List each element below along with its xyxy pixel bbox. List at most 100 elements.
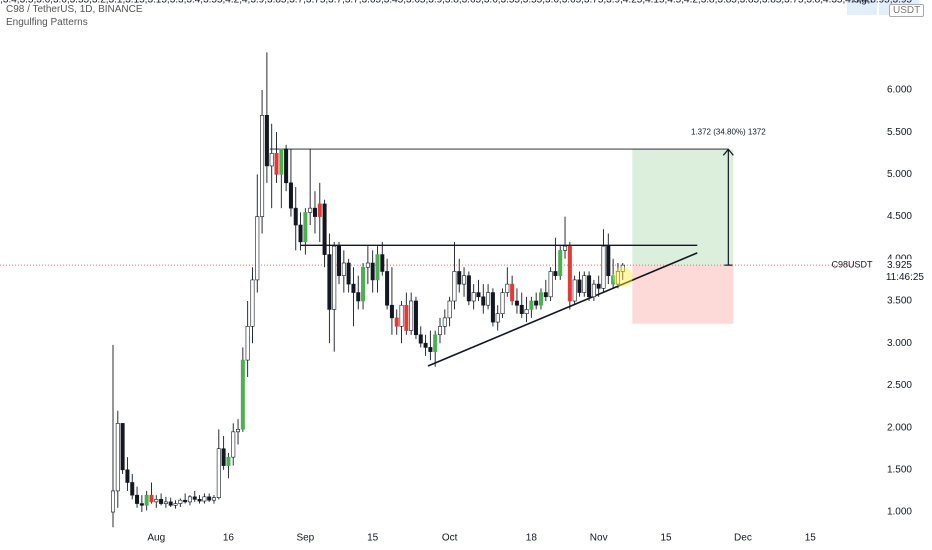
candle-body	[524, 309, 529, 314]
candle-body	[351, 283, 356, 293]
candle-body	[120, 423, 125, 471]
last-price-label: 3.925	[887, 260, 912, 271]
candle-body	[438, 326, 443, 336]
candle-body	[221, 448, 226, 466]
candle-body	[337, 245, 342, 276]
candle-body	[423, 342, 428, 348]
candle-body	[510, 283, 515, 302]
chart-title: C98 / TetherUS, 1D, BINANCE	[6, 4, 143, 15]
candle-body	[466, 275, 471, 302]
candle-body	[538, 292, 543, 306]
candle-body	[173, 503, 178, 506]
candle-body	[457, 271, 462, 285]
candle-body	[163, 501, 168, 504]
candle-body	[490, 292, 495, 323]
candle-body	[139, 503, 144, 506]
candle-body	[115, 423, 120, 492]
high-value: 2.98,2.2,2.05,1.65,1.45,1.3,1.2,1.25,1.3…	[0, 0, 912, 6]
candle-body	[154, 499, 159, 503]
candle-body	[476, 292, 481, 298]
candle-body	[168, 501, 173, 506]
candle-body	[534, 300, 539, 306]
candle-body	[553, 271, 558, 276]
x-tick-label: 15	[660, 533, 672, 544]
candle-body	[356, 292, 361, 302]
indicator-name: Engulfing Patterns	[6, 17, 88, 28]
y-tick-label: 2.000	[887, 422, 912, 433]
y-tick-label: 3.500	[887, 296, 912, 307]
candle-body	[202, 496, 207, 502]
stop-zone	[632, 265, 734, 324]
candle-body	[591, 283, 596, 298]
y-tick-label: 4.500	[887, 211, 912, 222]
candle-body	[462, 275, 467, 285]
candle-body	[269, 152, 274, 167]
candle-body	[211, 497, 216, 501]
candle-body	[178, 499, 183, 504]
candle-body	[577, 279, 582, 293]
candle-body	[250, 279, 255, 327]
candle-body	[255, 216, 260, 281]
x-tick-label: 16	[223, 533, 235, 544]
candle-body	[399, 304, 404, 327]
candle-body	[135, 494, 140, 504]
candle-body	[587, 275, 592, 298]
candle-body	[394, 317, 399, 327]
x-tick-label: 18	[526, 533, 538, 544]
candle-body	[582, 275, 587, 293]
candle-body	[111, 490, 116, 513]
candle-body	[505, 283, 510, 293]
candle-body	[279, 148, 284, 175]
y-tick-label: 1.500	[887, 464, 912, 475]
candle-body	[519, 304, 524, 314]
candle-body	[293, 207, 298, 226]
candle-body	[442, 317, 447, 327]
candle-body	[341, 262, 346, 276]
candle-body	[529, 300, 534, 310]
candle-body	[197, 499, 202, 502]
candle-body	[365, 262, 370, 268]
candle-body	[471, 292, 476, 302]
candle-body	[303, 212, 308, 243]
x-tick-label: Oct	[442, 533, 458, 544]
x-tick-label: 15	[805, 533, 817, 544]
y-tick-label: 3.000	[887, 338, 912, 349]
candle-body	[317, 203, 322, 217]
candle-body	[226, 456, 231, 466]
candle-body	[601, 245, 606, 289]
candle-body	[264, 115, 269, 167]
candle-body	[563, 245, 568, 251]
currency-box[interactable]: USDT	[889, 4, 925, 17]
candle-body	[149, 494, 154, 503]
candle-body	[216, 448, 221, 498]
candle-body	[611, 275, 616, 285]
candle-body	[452, 271, 457, 302]
candle-body	[548, 271, 553, 298]
candle-body	[125, 469, 130, 483]
candle-body	[375, 254, 380, 281]
candle-body	[500, 292, 505, 314]
candle-body	[558, 250, 563, 276]
candle-body	[543, 292, 548, 298]
y-tick-label: 4.000	[887, 253, 912, 264]
candle-body	[572, 279, 577, 302]
candle-body	[361, 266, 366, 302]
symbol-label: C98USDT	[831, 260, 873, 270]
candle-body	[240, 359, 245, 430]
y-tick-label: 2.500	[887, 380, 912, 391]
candle-body	[514, 300, 519, 306]
candle-body	[495, 313, 500, 323]
candle-body	[418, 334, 423, 344]
candle-body	[346, 262, 351, 285]
y-tick-label: 5.500	[887, 127, 912, 138]
candle-body	[389, 304, 394, 319]
candle-body	[606, 245, 611, 276]
y-tick-label: 1.000	[887, 507, 912, 518]
candle-body	[332, 245, 337, 310]
x-tick-label: Aug	[147, 533, 165, 544]
candle-body	[274, 152, 279, 175]
candle-body	[447, 300, 452, 319]
